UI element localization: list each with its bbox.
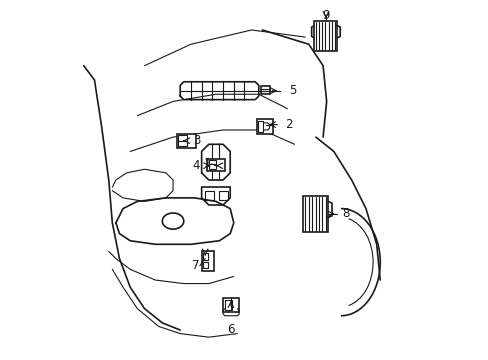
- Bar: [208, 160, 216, 169]
- Bar: [303, 196, 328, 232]
- Bar: [313, 21, 337, 51]
- Bar: [257, 119, 272, 134]
- Text: 9: 9: [322, 9, 329, 22]
- Text: 3: 3: [192, 134, 200, 147]
- Bar: [205, 191, 214, 200]
- Bar: [176, 134, 196, 148]
- Bar: [224, 300, 231, 310]
- Bar: [203, 253, 207, 260]
- Bar: [206, 158, 224, 171]
- Bar: [260, 86, 269, 94]
- Text: 4: 4: [192, 159, 200, 172]
- Text: 1: 1: [203, 157, 211, 170]
- Text: 7: 7: [192, 259, 200, 272]
- Bar: [178, 135, 187, 146]
- Bar: [201, 251, 214, 271]
- Bar: [203, 262, 207, 267]
- Text: 8: 8: [342, 207, 349, 220]
- Text: 2: 2: [285, 118, 292, 131]
- Text: 6: 6: [227, 323, 234, 336]
- Bar: [219, 191, 228, 200]
- Text: 5: 5: [288, 84, 296, 97]
- Bar: [257, 121, 263, 132]
- Bar: [223, 298, 239, 312]
